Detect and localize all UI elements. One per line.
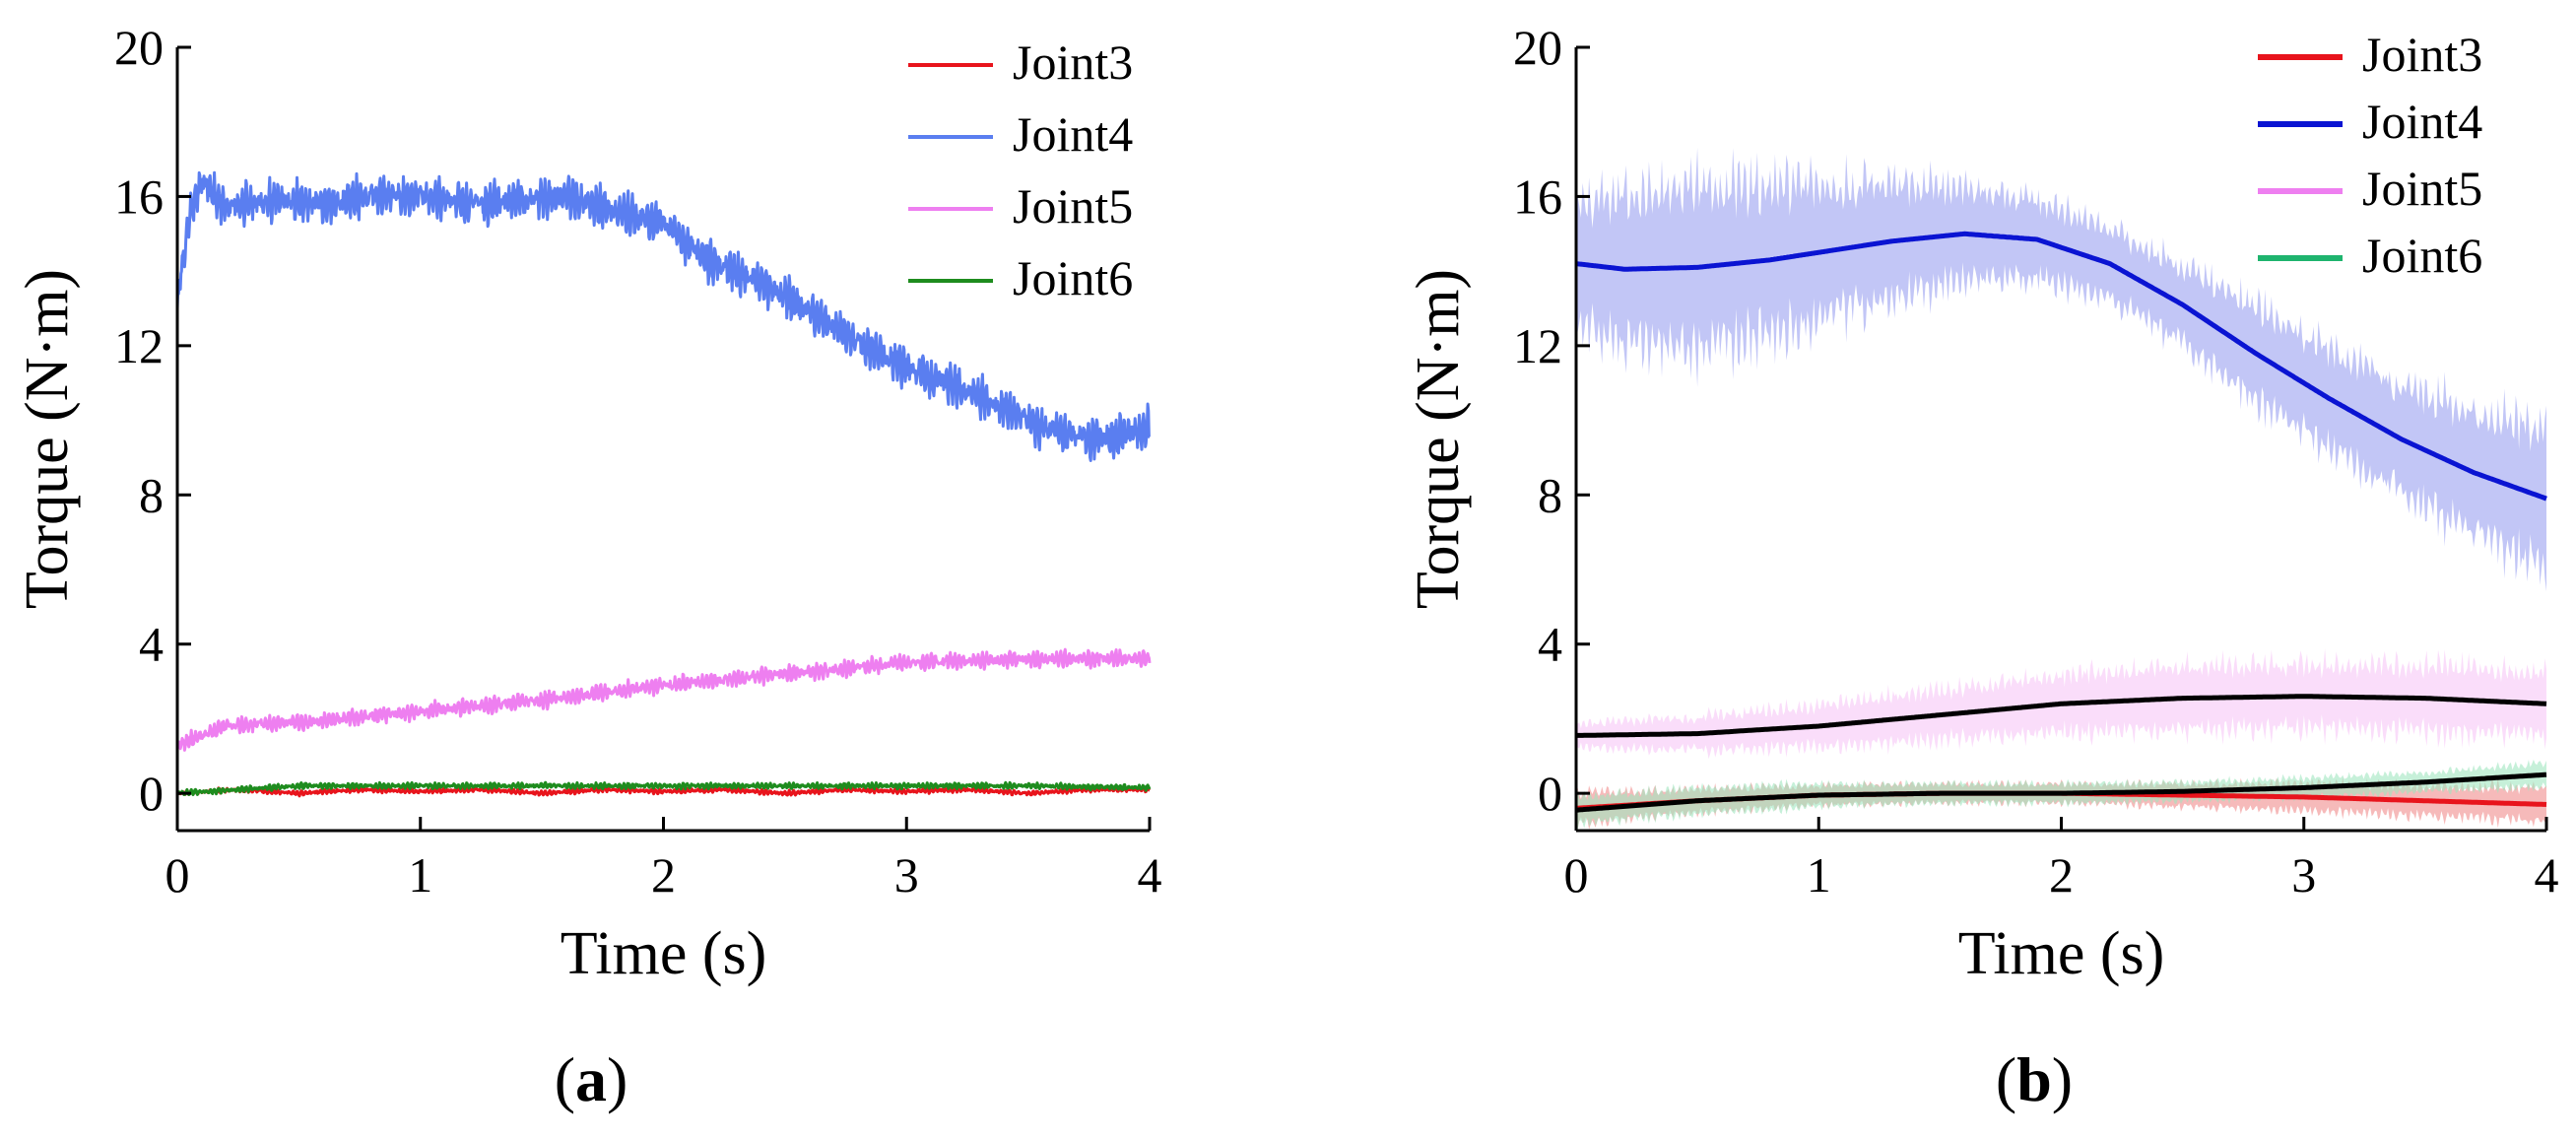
y-tick-label: 20 bbox=[114, 20, 164, 75]
y-tick-label: 12 bbox=[1513, 318, 1562, 373]
panel-label-a: (a) bbox=[555, 1044, 628, 1114]
series-line-joint6 bbox=[176, 780, 1152, 796]
legend-label-joint4: Joint4 bbox=[1013, 106, 1133, 162]
y-tick-label: 4 bbox=[1538, 617, 1562, 672]
x-tick-label: 3 bbox=[894, 847, 919, 903]
y-axis-label: Torque (N·m) bbox=[14, 269, 81, 609]
series-line-joint5 bbox=[1575, 694, 2547, 738]
y-tick-label: 16 bbox=[1513, 168, 1562, 224]
x-axis-label: Time (s) bbox=[561, 920, 767, 987]
x-tick-label: 0 bbox=[165, 847, 190, 903]
y-tick-label: 16 bbox=[114, 168, 164, 224]
legend-label-joint5: Joint5 bbox=[2362, 161, 2482, 216]
y-tick-label: 0 bbox=[1538, 766, 1562, 821]
y-tick-label: 4 bbox=[139, 617, 164, 672]
x-tick-label: 1 bbox=[408, 847, 432, 903]
legend-label-joint6: Joint6 bbox=[1013, 250, 1133, 305]
series-line-joint3 bbox=[175, 785, 1151, 798]
y-tick-label: 12 bbox=[114, 318, 164, 373]
x-tick-label: 4 bbox=[1138, 847, 1162, 903]
band-joint4 bbox=[1576, 147, 2546, 592]
x-tick-label: 4 bbox=[2535, 847, 2559, 903]
x-axis-label: Time (s) bbox=[1958, 920, 2165, 987]
legend-label-joint6: Joint6 bbox=[2362, 228, 2482, 283]
legend-label-joint3: Joint3 bbox=[1013, 34, 1133, 90]
y-tick-label: 8 bbox=[139, 467, 164, 522]
x-tick-label: 3 bbox=[2291, 847, 2316, 903]
x-tick-label: 0 bbox=[1564, 847, 1589, 903]
y-axis-label: Torque (N·m) bbox=[1405, 269, 1472, 609]
y-tick-label: 20 bbox=[1513, 20, 1562, 75]
x-tick-label: 1 bbox=[1807, 847, 1831, 903]
legend-label-joint5: Joint5 bbox=[1013, 178, 1133, 234]
panel-label-b: (b) bbox=[1996, 1044, 2073, 1114]
legend-label-joint3: Joint3 bbox=[2362, 27, 2482, 82]
series-line-joint4 bbox=[1575, 231, 2547, 502]
series-line-joint6 bbox=[1575, 771, 2547, 813]
series-line-joint4 bbox=[175, 170, 1151, 462]
series-line-joint5 bbox=[175, 647, 1152, 752]
y-tick-label: 0 bbox=[139, 766, 164, 821]
y-tick-label: 8 bbox=[1538, 467, 1562, 522]
x-tick-label: 2 bbox=[651, 847, 676, 903]
x-tick-label: 2 bbox=[2049, 847, 2074, 903]
legend-label-joint4: Joint4 bbox=[2362, 94, 2482, 149]
